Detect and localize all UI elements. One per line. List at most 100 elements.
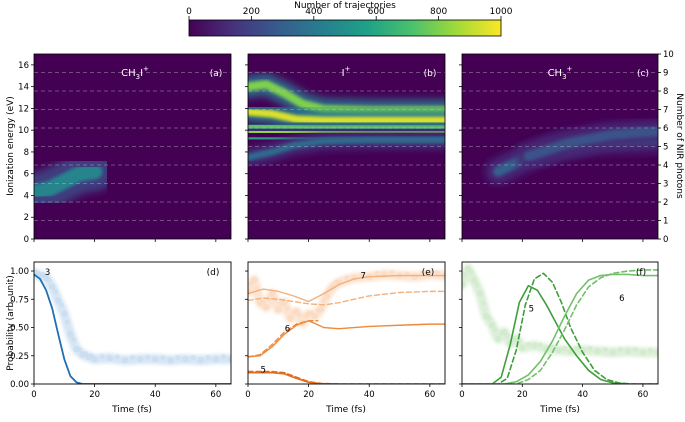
model-line — [462, 272, 658, 384]
scatter-point — [624, 348, 632, 355]
scatter-point — [160, 354, 166, 361]
model-line — [462, 269, 658, 384]
series-annotation: 6 — [619, 294, 624, 304]
heatmap-c-y2label: Number of NIR photons — [674, 93, 684, 199]
series-annotation: 5 — [529, 304, 534, 314]
scatter-point — [632, 346, 638, 353]
model-line — [248, 290, 445, 306]
scatter-point — [480, 300, 486, 306]
xtick-label: 20 — [89, 390, 100, 400]
panel-c: CH3+ (c) 0 1 2 3 4 5 6 7 8 9 10 Number of NIR phot… — [459, 50, 684, 245]
scatter-point — [55, 297, 62, 304]
ytick-label: 6 — [24, 170, 29, 180]
scatter-point — [494, 335, 502, 343]
data-line — [34, 273, 231, 384]
scatter-point — [573, 345, 580, 352]
xtick-label: 60 — [424, 390, 435, 400]
scatter-point — [470, 276, 478, 284]
scatter-point — [114, 354, 120, 360]
scatter-point — [205, 354, 211, 361]
colorbar-gradient — [188, 19, 502, 37]
heatmap-c-title: CH3+ — [548, 65, 573, 81]
scatter-point — [76, 346, 83, 353]
plot-d-frame — [33, 261, 232, 385]
scatter-point — [70, 336, 76, 342]
y2tick-label: 8 — [663, 87, 668, 97]
xtick-label: 20 — [517, 390, 528, 400]
heatmap-a-panel-label: (a) — [210, 69, 223, 79]
scatter-point — [281, 299, 288, 306]
scatter-point — [411, 273, 418, 280]
y2tick-label: 4 — [663, 161, 668, 171]
ytick-label: 4 — [24, 191, 29, 201]
scatter-point — [462, 281, 466, 288]
panel-d: 0.00 0.25 0.50 0.75 1.00 0 20 40 60 3 (d) Time … — [6, 261, 232, 415]
scatter-point — [321, 297, 327, 304]
ytick-label: 1.00 — [10, 267, 29, 277]
data-line — [248, 371, 445, 384]
scatter-point — [48, 283, 56, 291]
heatmap-band — [34, 163, 103, 200]
y2tick-label: 5 — [663, 143, 668, 153]
scatter-point — [654, 349, 658, 356]
scatter-point — [212, 355, 220, 363]
scatter-point — [91, 355, 98, 363]
scatter-point — [389, 270, 395, 276]
scatter-point — [287, 315, 294, 322]
scatter-point — [152, 355, 159, 363]
heatmap-band — [523, 126, 658, 162]
scatter-point — [525, 341, 531, 348]
colorbar-tick-label: 0 — [186, 7, 192, 17]
scatter-point — [99, 353, 105, 359]
scatter-point — [67, 331, 74, 338]
plot-f-xlabel: Time (fs) — [539, 405, 580, 415]
ytick-label: 12 — [18, 104, 29, 114]
ytick-label: 16 — [18, 61, 29, 71]
scatter-point — [58, 302, 64, 308]
scatter-band — [462, 263, 658, 358]
scatter-point — [609, 349, 616, 356]
scatter-point — [468, 269, 474, 275]
xtick-label: 40 — [150, 390, 161, 400]
series-annotation: 6 — [285, 325, 290, 335]
colorbar: Number of trajectories 0 200 400 600 800 1000 — [186, 1, 513, 37]
ytick-label: 0.00 — [10, 380, 29, 390]
data-line — [462, 273, 658, 384]
model-line — [248, 320, 319, 358]
scatter-point — [227, 355, 231, 363]
scatter-point — [474, 281, 480, 288]
scatter-point — [220, 354, 227, 360]
scatter-point — [182, 355, 189, 363]
scatter-point — [121, 357, 129, 364]
xtick-label: 0 — [245, 390, 250, 400]
heatmap-c-bands — [485, 118, 658, 185]
series-annotation: 3 — [45, 268, 50, 278]
xtick-label: 60 — [638, 390, 649, 400]
scatter-point — [359, 272, 365, 278]
y2tick-label: 7 — [663, 106, 668, 116]
panel-a: CH3I+ (a) 0 2 4 6 8 10 12 14 16 Ionization energ… — [6, 53, 232, 245]
scatter-point — [434, 270, 441, 276]
plot-e-panel-label: (e) — [422, 268, 435, 278]
ytick-label: 10 — [18, 126, 29, 136]
ytick-label: 0 — [24, 235, 29, 245]
scatter-point — [197, 357, 204, 364]
plot-d-panel-label: (d) — [207, 268, 220, 278]
series-annotation: 7 — [360, 272, 365, 282]
scatter-point — [343, 275, 350, 281]
scatter-point — [317, 306, 324, 313]
ytick-label: 2 — [24, 213, 29, 223]
y2tick-label: 0 — [663, 235, 668, 245]
scatter-point — [106, 354, 113, 362]
heatmap-b-bands — [248, 73, 445, 166]
plot-d-ylabel: Probability (arb. unit) — [6, 275, 16, 371]
scatter-point — [519, 344, 526, 352]
scatter-point — [504, 332, 510, 339]
scatter-point — [46, 277, 52, 283]
ytick-label: 0.75 — [10, 295, 29, 305]
scatter-point — [617, 346, 623, 353]
scatter-point — [587, 345, 593, 352]
xtick-label: 20 — [303, 390, 314, 400]
colorbar-tick-label: 800 — [430, 7, 447, 17]
